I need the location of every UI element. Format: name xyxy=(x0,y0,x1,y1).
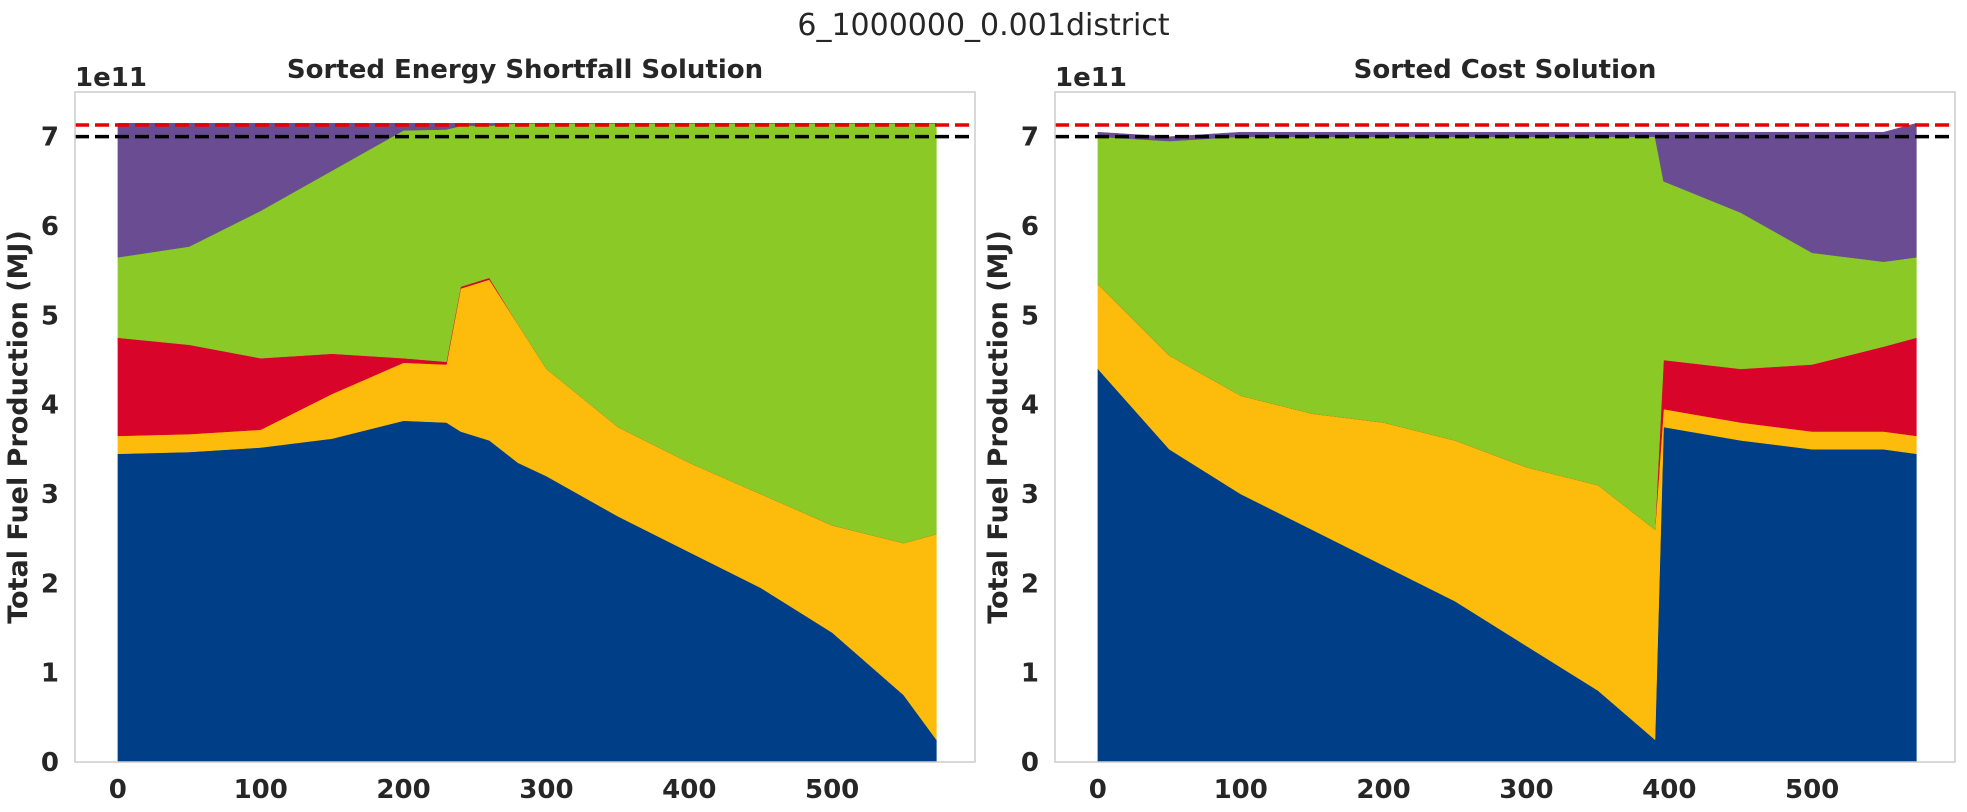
chart-title: Sorted Cost Solution xyxy=(1354,55,1657,85)
axes-frame xyxy=(74,91,976,763)
x-tick-label: 400 xyxy=(662,775,716,805)
y-tick-label: 2 xyxy=(41,569,59,599)
y-tick-label: 7 xyxy=(1021,123,1039,153)
y-tick-label: 5 xyxy=(1021,301,1039,331)
axes-frame xyxy=(1054,91,1956,763)
y-tick-label: 4 xyxy=(41,391,59,421)
x-tick-label: 300 xyxy=(519,775,573,805)
x-tick-label: 500 xyxy=(805,775,859,805)
y-tick-label: 5 xyxy=(41,301,59,331)
y-tick-label: 7 xyxy=(41,123,59,153)
y-offset-text: 1e11 xyxy=(1055,63,1127,93)
stack-area-purple-layer xyxy=(117,123,937,258)
x-tick-label: 0 xyxy=(1089,775,1107,805)
x-tick-label: 100 xyxy=(234,775,288,805)
x-tick-label: 100 xyxy=(1214,775,1268,805)
y-tick-label: 2 xyxy=(1021,569,1039,599)
y-tick-label: 1 xyxy=(1021,659,1039,689)
y-tick-label: 3 xyxy=(41,480,59,510)
x-tick-label: 200 xyxy=(1356,775,1410,805)
y-tick-label: 0 xyxy=(41,748,59,778)
y-axis-label: Total Fuel Production (MJ) xyxy=(983,230,1014,624)
x-tick-label: 300 xyxy=(1499,775,1553,805)
y-tick-label: 3 xyxy=(1021,480,1039,510)
chart-panel-shortfall: 0 100 200 300 400 500 0 1 2 3 4 5 6 7 1e11 Sorted Energ… xyxy=(3,55,976,805)
x-tick-label: 500 xyxy=(1785,775,1839,805)
chart-panel-cost: 0 100 200 300 400 500 0 1 2 3 4 5 6 7 1e11 Sorted Cost … xyxy=(983,55,1956,805)
y-axis-label: Total Fuel Production (MJ) xyxy=(3,230,34,624)
x-tick-label: 200 xyxy=(376,775,430,805)
y-tick-label: 0 xyxy=(1021,748,1039,778)
y-tick-label: 6 xyxy=(1021,212,1039,242)
y-tick-label: 6 xyxy=(41,212,59,242)
figure-suptitle: 6_1000000_0.001district xyxy=(797,8,1170,43)
x-tick-label: 400 xyxy=(1642,775,1696,805)
y-offset-text: 1e11 xyxy=(75,63,147,93)
y-tick-label: 1 xyxy=(41,659,59,689)
y-tick-label: 4 xyxy=(1021,391,1039,421)
x-tick-label: 0 xyxy=(109,775,127,805)
chart-title: Sorted Energy Shortfall Solution xyxy=(287,55,763,85)
